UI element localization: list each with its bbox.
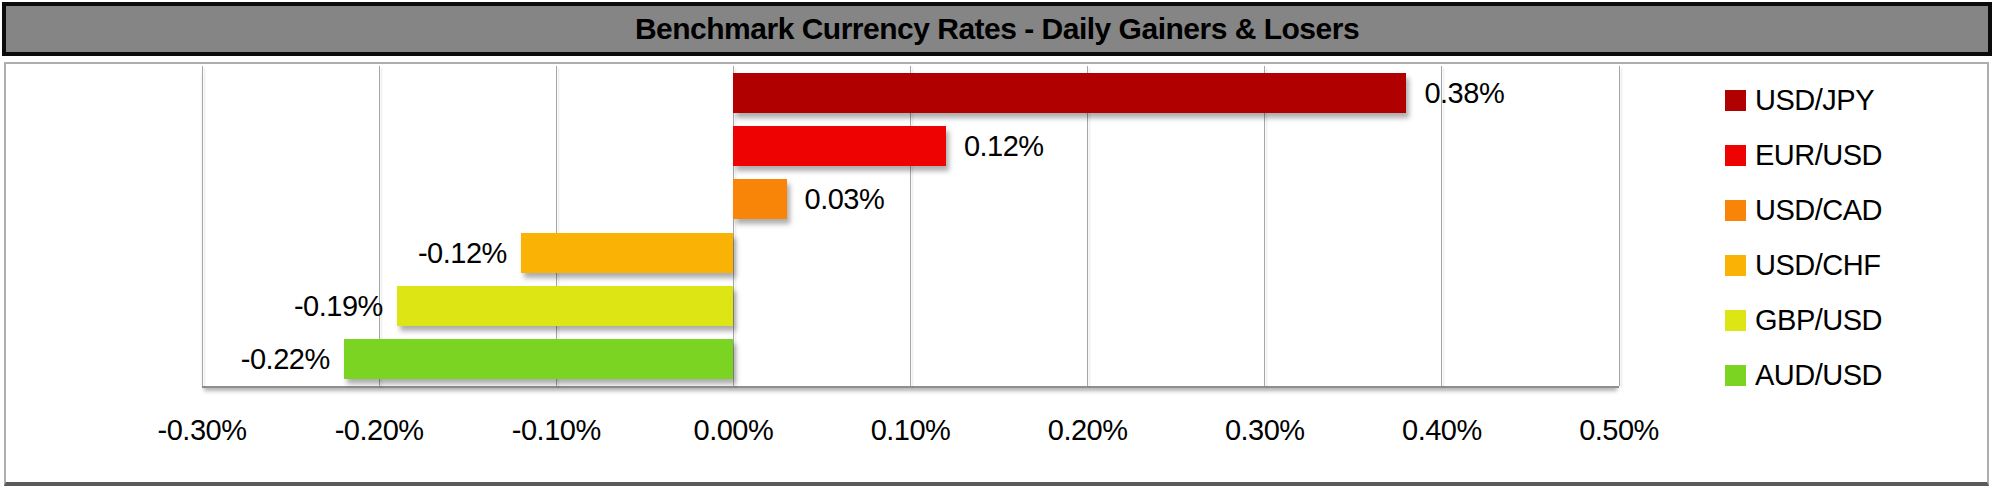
bar-aud-usd — [344, 339, 734, 379]
chart-panel: -0.30% -0.20% -0.10% 0.00% 0.10% 0.20% 0.30% 0.… — [4, 62, 1989, 486]
bar-value-label-usd-jpy: 0.38% — [1424, 76, 1504, 109]
legend-item-usd-cad: USD/CAD — [1725, 195, 1882, 225]
plot-area: -0.30%-0.20%-0.10%0.00%0.10%0.20%0.30%0.… — [202, 66, 1619, 388]
gridline — [1087, 66, 1088, 386]
x-axis-tick-label: 0.40% — [1402, 414, 1482, 447]
bar-value-label-eur-usd: 0.12% — [964, 130, 1044, 163]
legend-item-eur-usd: EUR/USD — [1725, 140, 1882, 170]
gridline — [1619, 66, 1620, 386]
x-axis-tick-label: 0.10% — [871, 414, 951, 447]
legend-item-usd-jpy: USD/JPY — [1725, 85, 1882, 115]
legend-label-usd-cad: USD/CAD — [1755, 194, 1882, 227]
gridline — [556, 66, 557, 386]
bar-value-label-usd-chf: -0.12% — [418, 236, 507, 269]
legend-item-usd-chf: USD/CHF — [1725, 250, 1882, 280]
legend-swatch-usd-cad — [1725, 200, 1746, 221]
bar-gbp-usd — [397, 286, 734, 326]
legend-label-aud-usd: AUD/USD — [1755, 359, 1882, 392]
legend-label-eur-usd: EUR/USD — [1755, 139, 1882, 172]
bar-eur-usd — [733, 126, 946, 166]
currency-rates-chart-window: Benchmark Currency Rates - Daily Gainers… — [0, 0, 1997, 489]
legend-item-aud-usd: AUD/USD — [1725, 360, 1882, 390]
legend-swatch-aud-usd — [1725, 365, 1746, 386]
gridline — [910, 66, 911, 386]
bar-value-label-aud-usd: -0.22% — [241, 343, 330, 376]
x-axis-tick-label: 0.00% — [694, 414, 774, 447]
legend-label-gbp-usd: GBP/USD — [1755, 304, 1882, 337]
chart-title-bar: Benchmark Currency Rates - Daily Gainers… — [2, 2, 1992, 56]
legend-label-usd-chf: USD/CHF — [1755, 249, 1880, 282]
chart-title: Benchmark Currency Rates - Daily Gainers… — [635, 12, 1359, 46]
legend-item-gbp-usd: GBP/USD — [1725, 305, 1882, 335]
bar-value-label-gbp-usd: -0.19% — [294, 290, 383, 323]
x-axis-tick-label: 0.20% — [1048, 414, 1128, 447]
legend-swatch-eur-usd — [1725, 145, 1746, 166]
bar-usd-cad — [733, 179, 786, 219]
gridline — [1264, 66, 1265, 386]
bar-usd-jpy — [733, 73, 1406, 113]
gridline — [733, 66, 734, 386]
legend-label-usd-jpy: USD/JPY — [1755, 84, 1874, 117]
bar-value-label-usd-cad: 0.03% — [805, 183, 885, 216]
x-axis-tick-label: -0.20% — [335, 414, 424, 447]
gridline — [202, 66, 203, 386]
x-axis-tick-label: 0.50% — [1579, 414, 1659, 447]
x-axis-tick-label: -0.30% — [158, 414, 247, 447]
x-axis-tick-label: 0.30% — [1225, 414, 1305, 447]
gridline — [1441, 66, 1442, 386]
gridline — [379, 66, 380, 386]
legend-swatch-gbp-usd — [1725, 310, 1746, 331]
x-axis-tick-label: -0.10% — [512, 414, 601, 447]
bar-usd-chf — [521, 233, 734, 273]
legend-swatch-usd-jpy — [1725, 90, 1746, 111]
legend-swatch-usd-chf — [1725, 255, 1746, 276]
legend: USD/JPY EUR/USD USD/CAD USD/CHF GBP/USD AUD/U… — [1725, 85, 1882, 390]
